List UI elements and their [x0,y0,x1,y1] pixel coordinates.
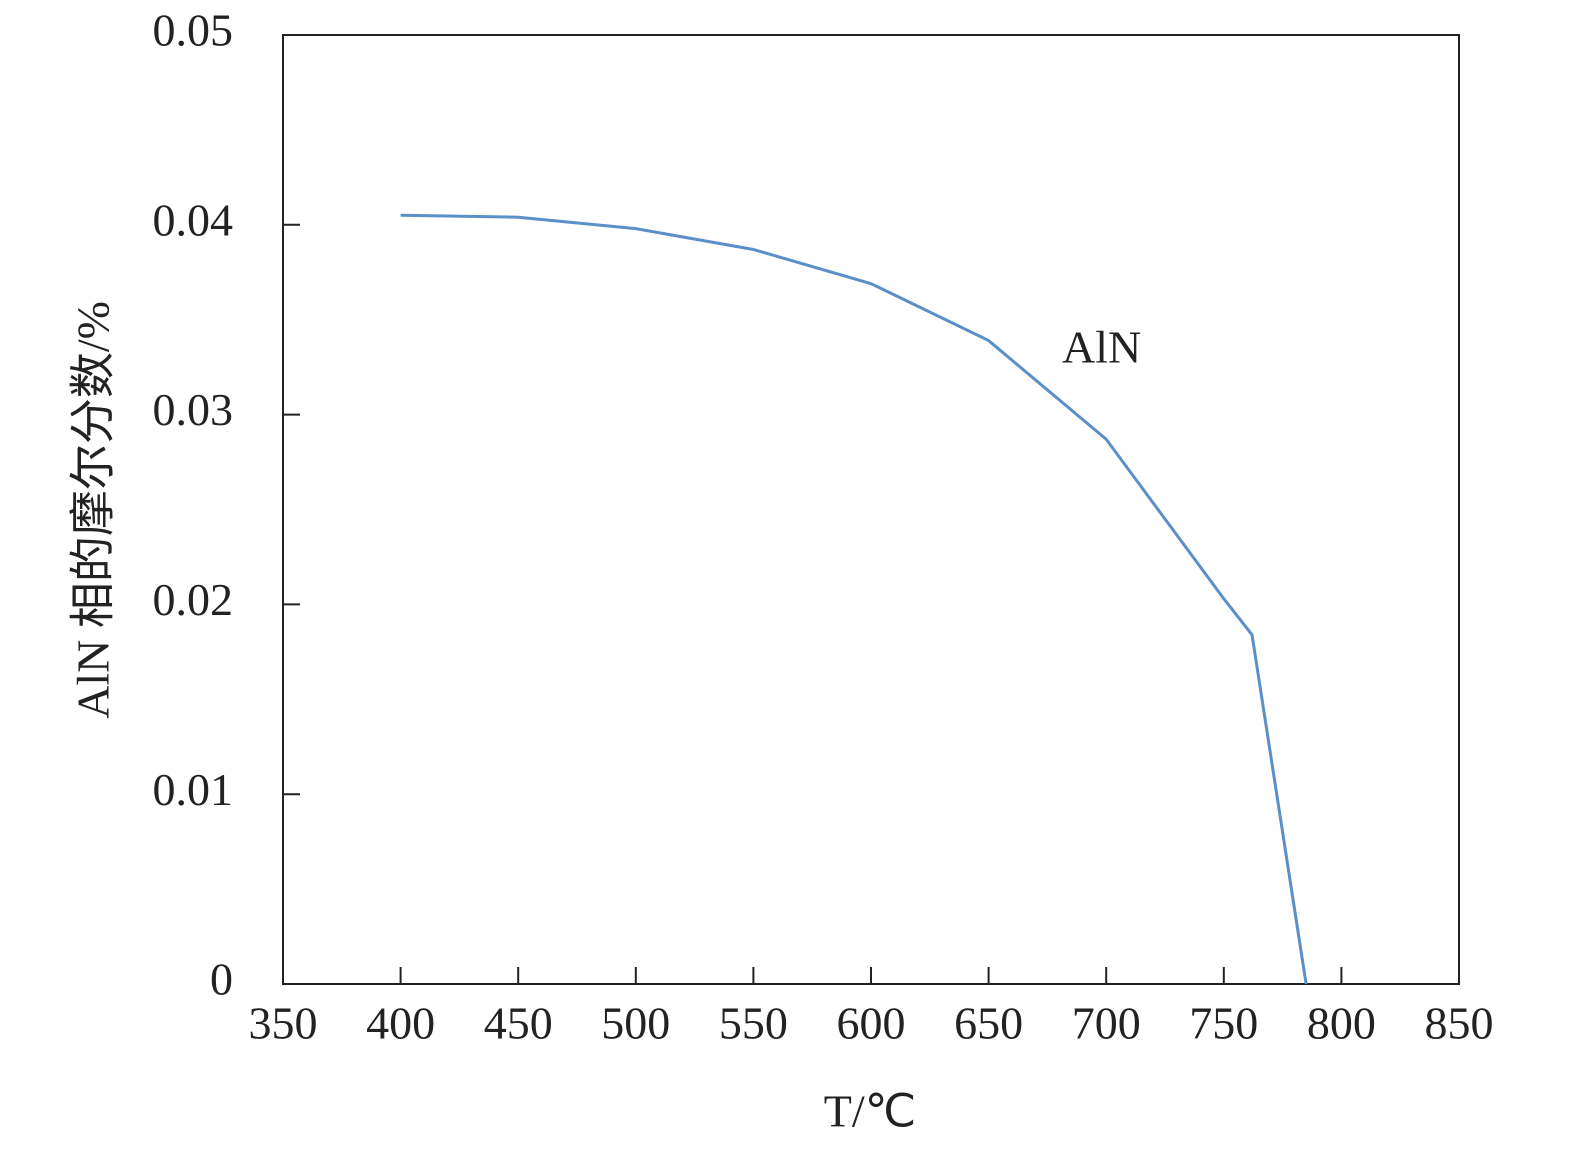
x-tick-label: 500 [601,998,670,1049]
y-tick-label: 0.04 [153,194,234,245]
x-tick-label: 350 [249,998,318,1049]
y-tick-label: 0.01 [153,764,234,815]
series-label: AlN [1062,322,1141,373]
x-tick-label: 450 [484,998,553,1049]
y-tick-label: 0 [210,954,233,1005]
x-tick-label: 400 [366,998,435,1049]
x-tick-label: 700 [1072,998,1141,1049]
y-tick-label: 0.03 [153,384,234,435]
y-tick-label: 0.02 [153,574,234,625]
x-tick-label: 750 [1189,998,1258,1049]
x-tick-label: 850 [1425,998,1494,1049]
data-line [400,213,1308,985]
x-tick-label: 550 [719,998,788,1049]
x-tick-label: 800 [1307,998,1376,1049]
y-axis-label: AlN 相的摩尔分数/% [68,301,119,719]
x-axis-label: T/℃ [824,1086,917,1137]
x-tick-label: 650 [954,998,1023,1049]
y-tick-label: 0.05 [153,5,234,56]
x-tick-label: 600 [837,998,906,1049]
